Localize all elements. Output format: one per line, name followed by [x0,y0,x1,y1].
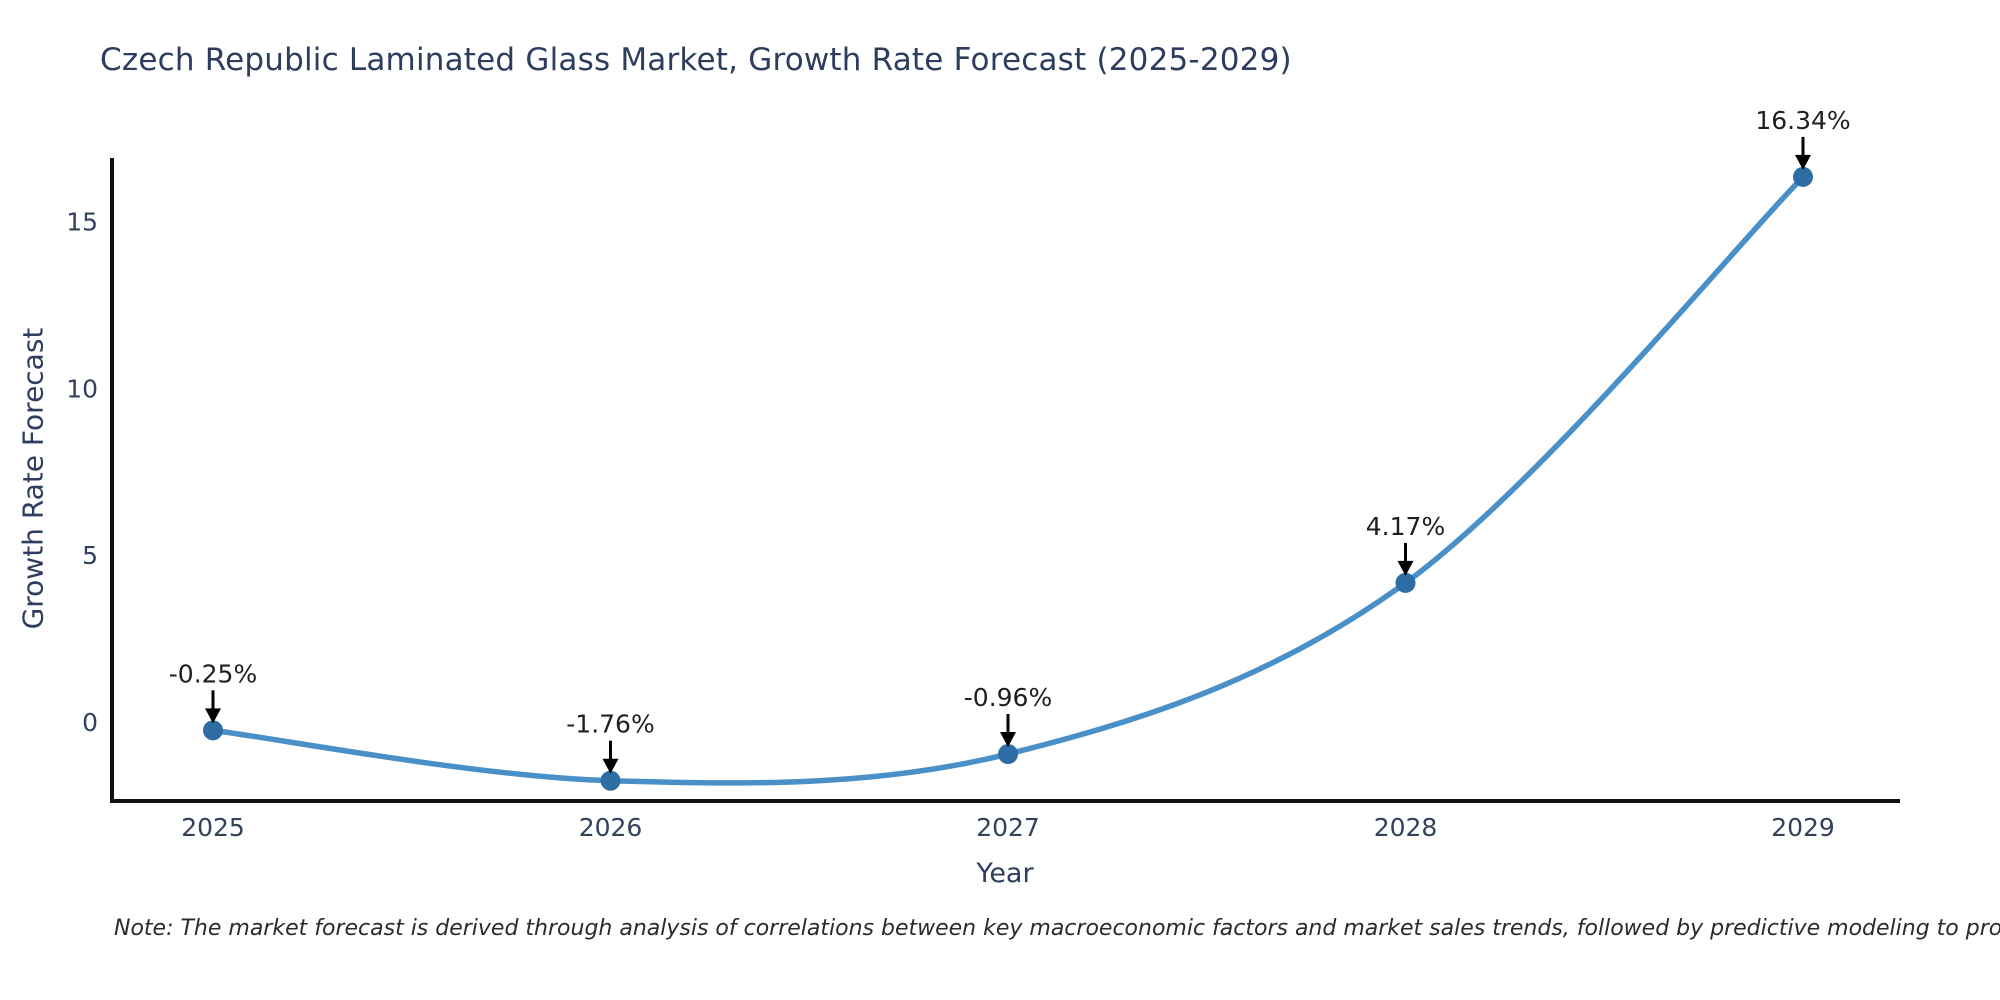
data-point-marker [1395,572,1416,593]
annotation-arrowhead [205,708,221,724]
data-point-markers [203,166,1813,791]
y-tick-label: 5 [82,541,98,570]
annotation-label: 16.34% [1755,106,1850,135]
annotation-arrowhead [1795,154,1811,170]
annotation-arrowhead [1397,560,1414,576]
x-tick-label: 2027 [976,813,1040,842]
chart-title: Czech Republic Laminated Glass Market, G… [100,42,1292,78]
x-tick-label: 2026 [579,813,643,842]
axes [110,158,1900,803]
x-tick-label: 2029 [1771,813,1835,842]
annotation-arrowhead [1000,732,1016,748]
x-tick-label: 2025 [181,813,245,842]
data-point-marker [600,770,621,791]
data-point-marker [998,744,1018,765]
x-tick-labels: 2025 2026 2027 2028 2029 [181,813,1835,842]
annotation-arrowhead [602,758,619,774]
footnote: Note: The market forecast is derived thr… [114,916,2000,941]
annotation-label: -0.25% [169,659,257,688]
data-point-marker [1793,166,1813,187]
x-tick-label: 2028 [1374,813,1438,842]
annotation-label: 4.17% [1366,512,1445,541]
y-tick-label: 15 [66,208,98,237]
point-annotations: -0.25% -1.76% -0.96% 4.17% 16.34% [169,106,1851,774]
annotation-label: -1.76% [566,710,654,739]
y-tick-label: 0 [82,708,98,737]
y-tick-labels: 0 5 10 15 [66,208,98,737]
x-axis-title: Year [976,858,1034,889]
data-point-marker [203,720,223,741]
annotation-label: -0.96% [964,683,1052,712]
y-tick-label: 10 [66,374,98,403]
